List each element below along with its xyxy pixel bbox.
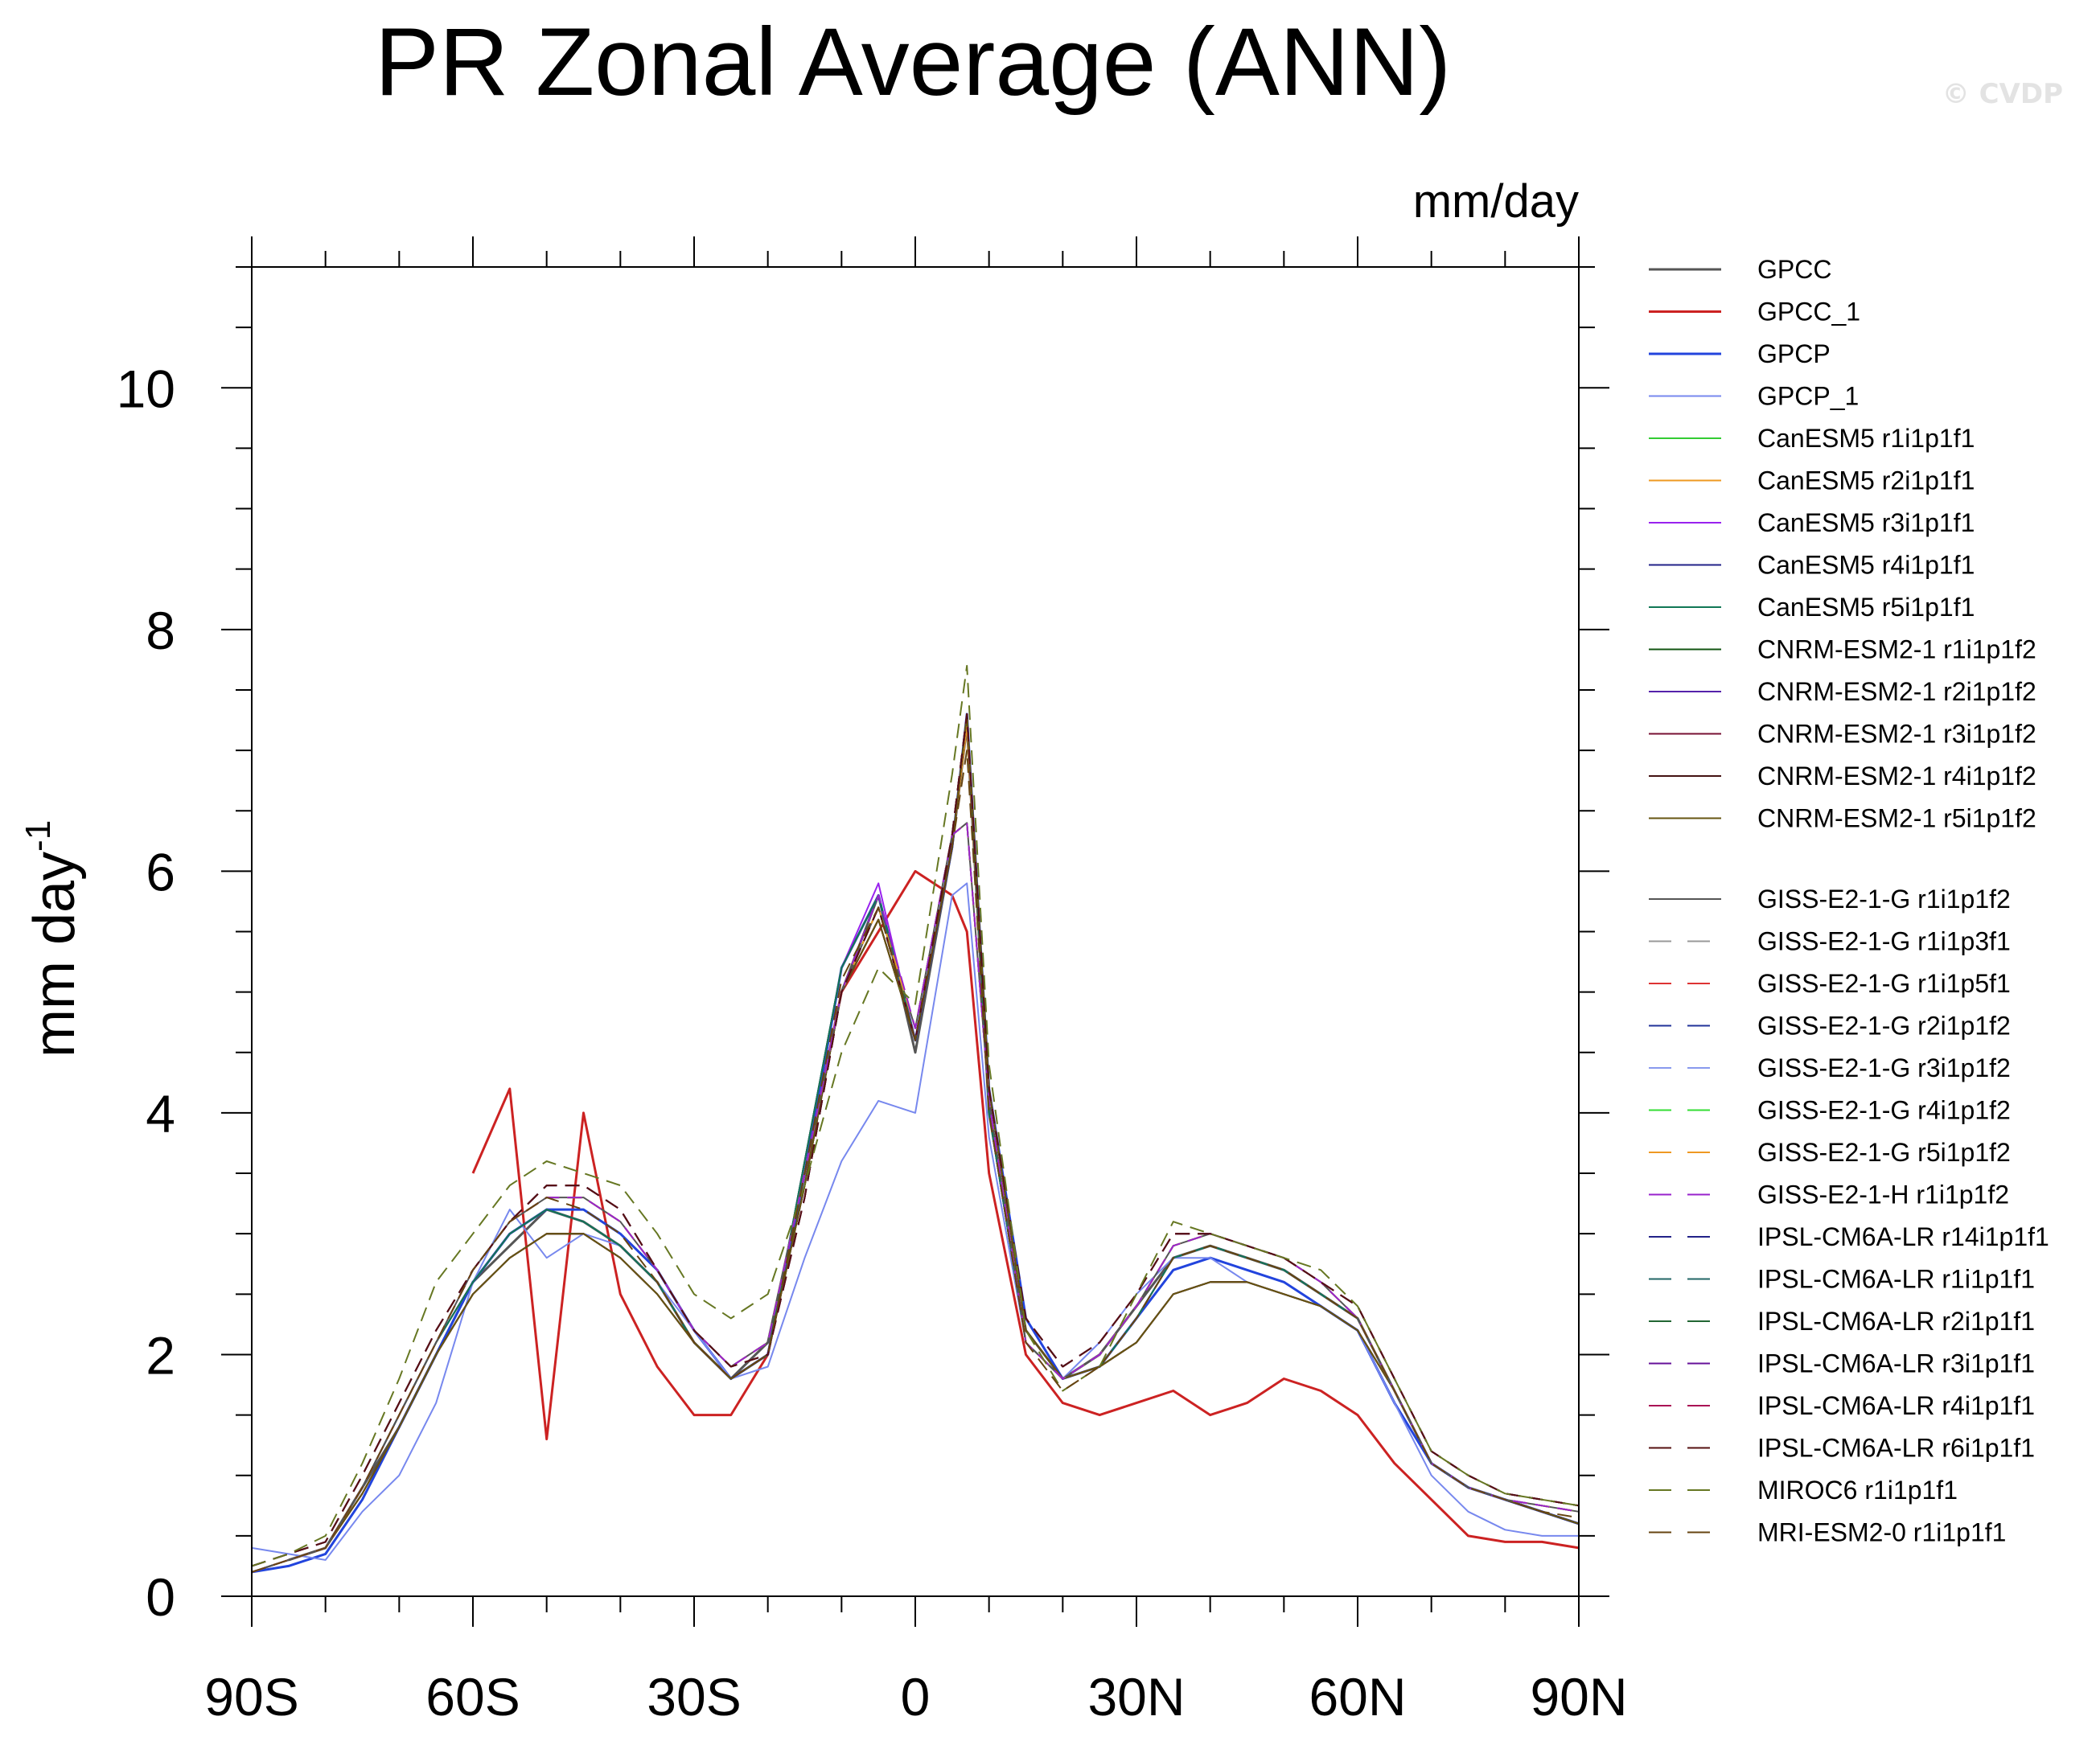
series-line-20 — [251, 822, 1580, 1573]
legend-label: CNRM-ESM2-1 r1i1p1f2 — [1757, 635, 2036, 664]
legend-label: IPSL-CM6A-LR r14i1p1f1 — [1757, 1222, 2049, 1251]
legend-label: CanESM5 r1i1p1f1 — [1757, 424, 1975, 453]
y-axis-label-main: mm day — [23, 852, 87, 1057]
y-tick-label: 2 — [146, 1325, 175, 1385]
units-label: mm/day — [1413, 175, 1579, 228]
series-line-25 — [251, 713, 1580, 1567]
series-line-23 — [251, 713, 1580, 1567]
legend-label: MIROC6 r1i1p1f1 — [1757, 1476, 1958, 1505]
legend-label: IPSL-CM6A-LR r1i1p1f1 — [1757, 1265, 2035, 1294]
series-line-29 — [251, 749, 1580, 1573]
y-axis-label-sup: -1 — [18, 820, 58, 852]
series-line-19 — [251, 822, 1580, 1573]
series-line-1 — [471, 869, 1580, 1550]
plot-frame — [251, 266, 1580, 1597]
series-line-22 — [251, 713, 1580, 1567]
legend-label: CNRM-ESM2-1 r3i1p1f2 — [1757, 720, 2036, 749]
series-line-28 — [251, 664, 1580, 1567]
legend-label: MRI-ESM2-0 r1i1p1f1 — [1757, 1518, 2006, 1547]
legend-label: GPCP — [1757, 339, 1831, 368]
legend-label: GISS-E2-1-G r3i1p1f2 — [1757, 1053, 2011, 1082]
legend-label: GISS-E2-1-G r2i1p1f2 — [1757, 1012, 2011, 1041]
cvdp-watermark: © CVDP — [1942, 78, 2063, 110]
x-tick-label: 60S — [425, 1667, 520, 1727]
series-line-26 — [251, 713, 1580, 1567]
legend-label: CanESM5 r4i1p1f1 — [1757, 551, 1975, 580]
legend-label: CanESM5 r2i1p1f1 — [1757, 466, 1975, 495]
y-tick-label: 4 — [146, 1084, 175, 1144]
legend-label: IPSL-CM6A-LR r3i1p1f1 — [1757, 1349, 2035, 1378]
series-group — [251, 664, 1580, 1574]
y-tick-label: 8 — [146, 601, 175, 660]
series-line-21 — [251, 822, 1580, 1573]
legend-label: CNRM-ESM2-1 r2i1p1f2 — [1757, 677, 2036, 706]
legend-label: GPCP_1 — [1757, 382, 1859, 411]
y-tick-label: 0 — [146, 1567, 175, 1627]
legend-label: IPSL-CM6A-LR r6i1p1f1 — [1757, 1434, 2035, 1463]
series-line-18 — [251, 822, 1580, 1573]
legend-label: GISS-E2-1-G r1i1p5f1 — [1757, 969, 2011, 998]
series-line-15 — [251, 822, 1580, 1573]
y-tick-label: 6 — [146, 842, 175, 901]
legend-label: IPSL-CM6A-LR r2i1p1f1 — [1757, 1307, 2035, 1336]
series-line-3 — [251, 882, 1579, 1561]
x-tick-label: 30N — [1087, 1667, 1185, 1727]
series-line-16 — [251, 822, 1580, 1573]
x-tick-label: 90N — [1530, 1667, 1627, 1727]
x-tick-label: 90S — [204, 1667, 298, 1727]
axes-group: 90S 60S 30S 0 30N 60N 90N 0 2 4 6 8 10 — [117, 236, 1628, 1727]
legend-label: GPCC — [1757, 255, 1831, 284]
y-tick-label: 10 — [117, 359, 175, 418]
legend-label: CNRM-ESM2-1 r5i1p1f2 — [1757, 804, 2036, 833]
series-line-14 — [251, 822, 1580, 1573]
series-line-27 — [251, 713, 1580, 1567]
legend-label: IPSL-CM6A-LR r4i1p1f1 — [1757, 1391, 2035, 1420]
chart-title: PR Zonal Average (ANN) — [375, 8, 1451, 116]
legend-label: GISS-E2-1-G r4i1p1f2 — [1757, 1096, 2011, 1125]
series-line-13 — [251, 713, 1580, 1573]
legend-label: GISS-E2-1-G r1i1p3f1 — [1757, 927, 2011, 956]
series-line-0 — [288, 725, 1580, 1562]
legend-label: CanESM5 r3i1p1f1 — [1757, 508, 1975, 537]
y-axis-label: mm day-1 — [18, 820, 87, 1057]
series-line-17 — [251, 822, 1580, 1573]
x-tick-label: 60N — [1309, 1667, 1406, 1727]
legend-label: CNRM-ESM2-1 r4i1p1f2 — [1757, 762, 2036, 790]
legend-label: GISS-E2-1-G r5i1p1f2 — [1757, 1138, 2011, 1167]
legend-label: CanESM5 r5i1p1f1 — [1757, 593, 1975, 622]
legend-label: GPCC_1 — [1757, 298, 1860, 326]
legend: GPCC GPCC_1 GPCP GPCP_1 CanESM5 r1i1p1f1 CanE… — [1649, 255, 2049, 1547]
legend-label: GISS-E2-1-G r1i1p1f2 — [1757, 885, 2011, 914]
legend-label: GISS-E2-1-H r1i1p1f2 — [1757, 1181, 2009, 1209]
x-tick-label: 30S — [647, 1667, 741, 1727]
series-line-24 — [251, 713, 1580, 1567]
x-tick-label: 0 — [901, 1667, 931, 1727]
